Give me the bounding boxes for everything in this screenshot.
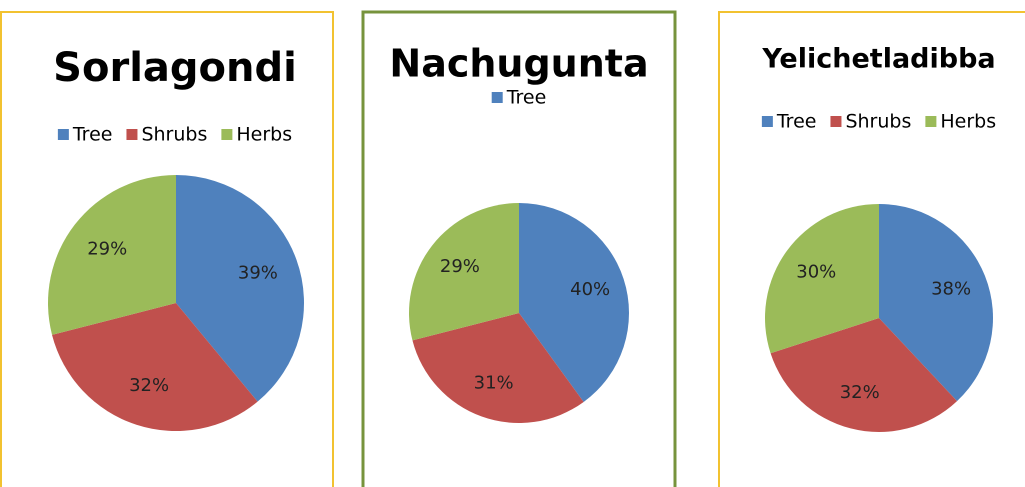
pie-slice: [408, 203, 519, 341]
pie-slice: [52, 303, 258, 431]
legend-swatch: [221, 129, 233, 140]
panel-border: [361, 10, 677, 487]
chart-title: Sorlagondi: [53, 45, 297, 91]
legend-label: Tree: [776, 111, 817, 133]
slice-label: 39%: [238, 263, 278, 284]
legend-label: Tree: [72, 124, 113, 146]
legend-swatch: [925, 116, 937, 127]
slice-label: 32%: [129, 375, 169, 396]
legend-label: Herbs: [940, 111, 996, 133]
pie-slice: [879, 204, 994, 402]
slice-label: 32%: [840, 382, 880, 403]
slice-label: 29%: [440, 256, 480, 277]
legend-swatch: [491, 92, 503, 103]
legend-label: Shrubs: [141, 124, 207, 146]
slice-label: 31%: [474, 372, 514, 393]
slice-label: 38%: [931, 278, 971, 299]
pie-slice: [770, 318, 958, 433]
legend-swatch: [126, 129, 138, 140]
pie-slice: [47, 175, 176, 335]
chart-title: Nachugunta: [389, 42, 648, 86]
slice-label: 40%: [570, 279, 610, 300]
pie-slice: [412, 313, 584, 424]
pie-slice: [519, 203, 630, 402]
chart-title: Yelichetladibba: [761, 44, 995, 75]
legend-label: Shrubs: [845, 111, 911, 133]
pie-slice: [176, 175, 304, 402]
legend-label: Tree: [506, 87, 547, 109]
legend-swatch: [57, 129, 69, 140]
legend-label: Herbs: [236, 124, 292, 146]
slice-label: 29%: [87, 239, 127, 260]
legend-swatch: [761, 116, 773, 127]
panel-border: [718, 11, 1025, 487]
pie-slice: [764, 204, 879, 354]
legend-swatch: [830, 116, 842, 127]
panel-border: [0, 11, 334, 487]
slice-label: 30%: [796, 261, 836, 282]
